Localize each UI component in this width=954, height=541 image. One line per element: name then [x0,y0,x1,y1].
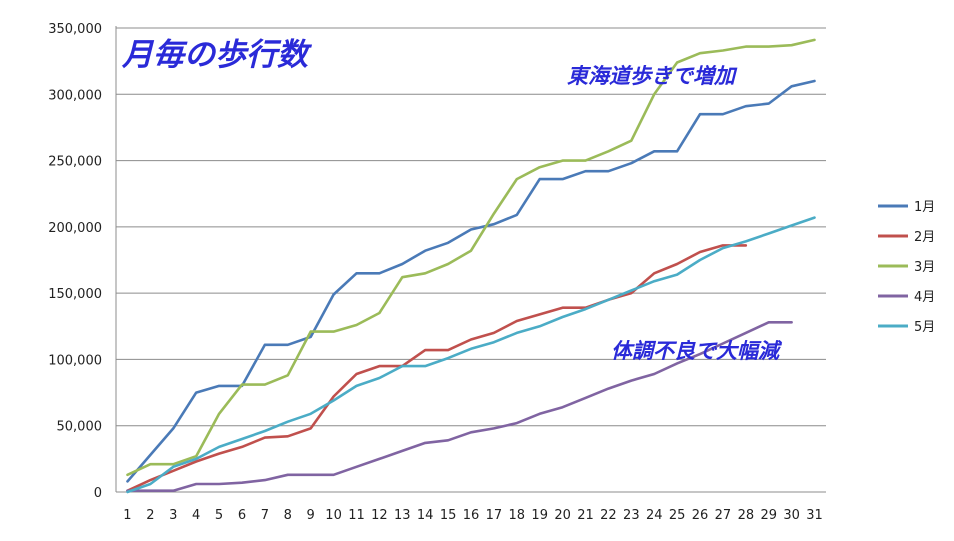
x-tick-label: 8 [284,508,292,523]
chart-title: 月毎の歩行数 [121,37,313,73]
series-line-5月 [126,216,816,494]
x-tick-label: 28 [738,508,755,523]
series-line-3月 [126,38,816,477]
annotation-illness-decrease: 体調不良で大幅減 [611,339,783,363]
y-tick-label: 200,000 [48,221,102,236]
x-tick-label: 31 [806,508,823,523]
x-tick-label: 23 [623,508,640,523]
x-tick-label: 5 [215,508,223,523]
series-lines [126,38,816,494]
gridlines [116,27,826,427]
x-tick-label: 15 [440,508,457,523]
legend-label: 1月 [914,200,935,215]
legend-label: 5月 [914,320,935,335]
legend: 1月 2月 3月 4月 5月 [878,200,935,335]
legend-label: 3月 [914,260,935,275]
x-tick-label: 25 [669,508,686,523]
x-tick-label: 1 [123,508,131,523]
x-tick-label: 11 [348,508,365,523]
y-tick-label: 350,000 [48,22,102,37]
x-tick-label: 4 [192,508,200,523]
legend-label: 2月 [914,230,935,245]
x-tick-label: 10 [325,508,342,523]
y-tick-label: 150,000 [48,287,102,302]
axes [115,26,826,493]
legend-label: 4月 [914,290,935,305]
x-tick-label: 21 [577,508,594,523]
y-tick-label: 250,000 [48,155,102,170]
x-tick-label: 30 [783,508,800,523]
x-tick-label: 9 [307,508,315,523]
series-line-4月 [126,321,793,492]
x-tick-label: 7 [261,508,269,523]
y-tick-label: 0 [94,486,102,501]
series-line-2月 [126,244,748,492]
y-tick-label: 300,000 [48,88,102,103]
x-tick-label: 29 [760,508,777,523]
x-tick-label: 22 [600,508,617,523]
x-tick-label: 12 [371,508,388,523]
y-tick-label: 100,000 [48,353,102,368]
x-tick-label: 18 [509,508,526,523]
x-tick-label: 14 [417,508,434,523]
x-tick-label: 17 [486,508,503,523]
x-tick-label: 6 [238,508,246,523]
y-tick-label: 50,000 [57,420,103,435]
x-tick-label: 27 [715,508,732,523]
annotation-tokaido-increase: 東海道歩きで増加 [567,64,738,88]
x-tick-label: 3 [169,508,177,523]
x-tick-label: 26 [692,508,709,523]
x-tick-label: 2 [146,508,154,523]
x-tick-label: 24 [646,508,663,523]
y-axis-tick-labels: 0 50,000 100,000 150,000 200,000 250,000 300,0… [48,22,102,501]
x-axis-tick-labels: 1 2 3 4 5 6 7 8 9 10 11 12 13 14 15 16 17 18 19 20 21 22 23 24 2… [123,508,823,523]
x-tick-label: 19 [531,508,548,523]
x-tick-label: 13 [394,508,411,523]
x-tick-label: 20 [554,508,571,523]
x-tick-label: 16 [463,508,480,523]
